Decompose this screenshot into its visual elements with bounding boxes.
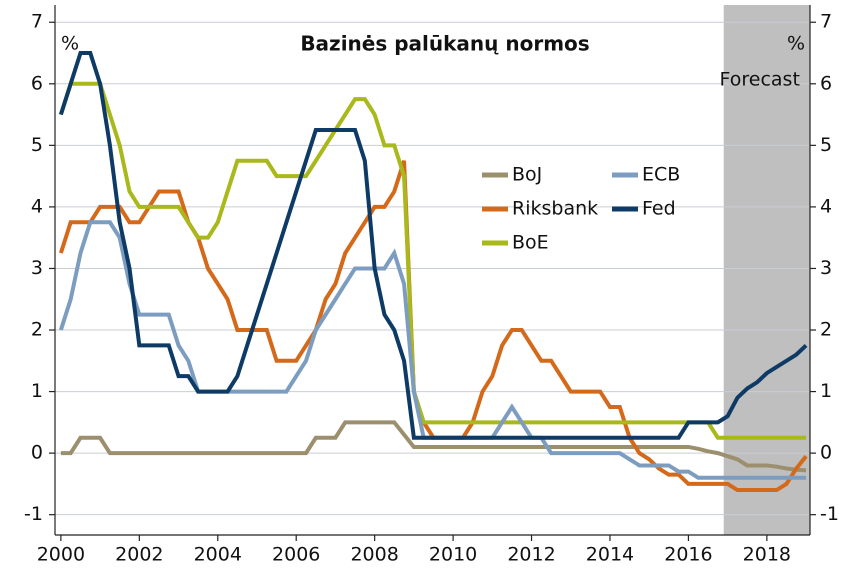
y2-tick-label: 4: [820, 195, 832, 217]
y2-axis-label: %: [787, 33, 805, 55]
lines-layer: [58, 51, 808, 493]
forecast-label: Forecast: [720, 69, 800, 91]
legend-label: Riksbank: [512, 198, 598, 220]
x-tick-label: 2016: [664, 544, 712, 566]
y-tick-label: 2: [31, 319, 43, 341]
y2-tick-label: 7: [820, 11, 832, 33]
x-tick-label: 2004: [194, 544, 242, 566]
y-tick-label: 6: [31, 72, 43, 94]
forecast-region: [723, 5, 810, 535]
y2-tick-label: 1: [820, 380, 832, 402]
x-tick-label: 2012: [507, 544, 555, 566]
chart-title: Bazinės palūkanų normos: [300, 32, 589, 56]
y-tick-label: 3: [31, 257, 43, 279]
y2-tick-label: 0: [820, 442, 832, 464]
legend-label: BoE: [512, 232, 549, 254]
y2-tick-label: 5: [820, 134, 832, 156]
y2-tick-label: 3: [820, 257, 832, 279]
y-tick-label: 1: [31, 380, 43, 402]
x-tick-label: 2014: [586, 544, 634, 566]
x-tick-label: 2018: [743, 544, 791, 566]
background-layer: [55, 5, 810, 535]
y2-tick-label: -1: [820, 503, 839, 525]
x-tick-label: 2000: [37, 544, 85, 566]
legend-label: Fed: [642, 198, 676, 220]
series-line: [60, 420, 807, 473]
y-tick-label: -1: [24, 503, 43, 525]
x-tick-label: 2002: [115, 544, 163, 566]
legend-label: BoJ: [512, 164, 542, 186]
y2-tick-label: 2: [820, 319, 832, 341]
y-tick-label: 4: [31, 195, 43, 217]
series-line: [58, 51, 808, 440]
x-tick-label: 2008: [350, 544, 398, 566]
legend-label: ECB: [642, 164, 680, 186]
foreground-layer: Bazinės palūkanų normos % % Forecast -1 0 1…: [24, 5, 839, 566]
y-tick-label: 5: [31, 134, 43, 156]
y-tick-label: 0: [31, 442, 43, 464]
y2-tick-label: 6: [820, 72, 832, 94]
x-tick-label: 2010: [429, 544, 477, 566]
y-axis-label: %: [61, 33, 79, 55]
y-tick-label: 7: [31, 11, 43, 33]
x-tick-label: 2006: [272, 544, 320, 566]
series-line: [58, 81, 807, 440]
